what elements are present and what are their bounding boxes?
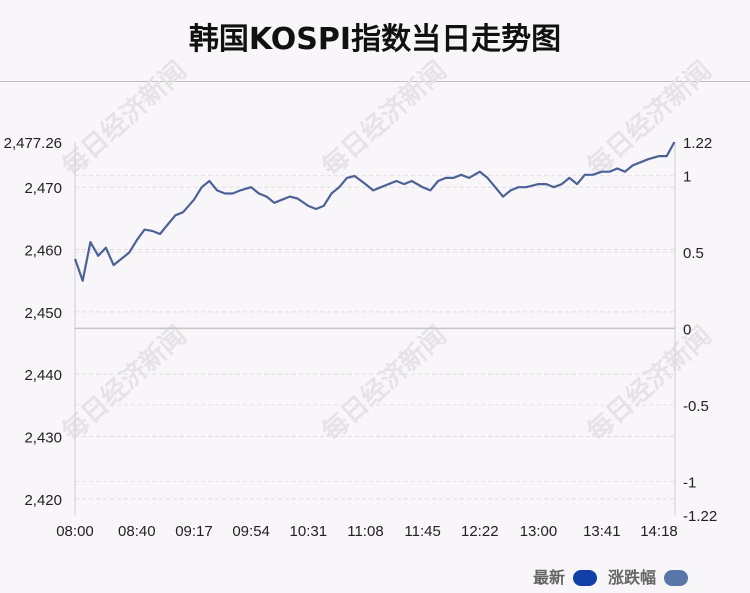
x-tick-label: 08:40 bbox=[118, 523, 156, 540]
y-right-tick-label: 1 bbox=[683, 169, 691, 186]
y-left-tick-label: 2,420 bbox=[24, 492, 62, 509]
x-tick-label: 12:22 bbox=[461, 523, 499, 540]
watermark-text: 每日经济新闻 bbox=[56, 320, 193, 447]
x-tick-label: 11:08 bbox=[347, 523, 383, 540]
title-divider bbox=[0, 81, 750, 82]
legend-label-latest: 最新 bbox=[533, 568, 566, 587]
watermark-text: 每日经济新闻 bbox=[581, 55, 718, 182]
y-left-tick-label: 2,440 bbox=[24, 367, 62, 384]
series-line bbox=[73, 141, 676, 282]
legend-swatch-change bbox=[663, 570, 688, 586]
watermark-text: 每日经济新闻 bbox=[316, 55, 453, 182]
chart-title: 韩国KOSPI指数当日走势图 bbox=[188, 22, 562, 57]
legend-swatch-latest bbox=[572, 570, 597, 586]
legend-item-latest: 最新 bbox=[533, 564, 597, 588]
y-left-tick-label: 2,430 bbox=[24, 429, 62, 446]
y-right-tick-label: 1.22 bbox=[683, 135, 712, 152]
y-right-tick-label: -1 bbox=[683, 474, 696, 491]
y-left-tick-label: 2,470 bbox=[24, 180, 62, 197]
x-tick-label: 09:54 bbox=[232, 523, 270, 540]
watermark-text: 每日经济新闻 bbox=[581, 320, 718, 447]
y-right-tick-label: -0.5 bbox=[683, 398, 709, 415]
x-tick-label: 14:18 bbox=[640, 523, 678, 540]
x-tick-label: 13:00 bbox=[520, 523, 558, 540]
watermark-text: 每日经济新闻 bbox=[316, 320, 453, 447]
legend-item-change: 涨跌幅 bbox=[608, 564, 688, 588]
y-right-tick-label: 0.5 bbox=[683, 245, 704, 262]
y-right-tick-label: -1.22 bbox=[683, 508, 717, 525]
watermark-text: 每日经济新闻 bbox=[56, 55, 193, 182]
y-left-tick-label: 2,460 bbox=[24, 243, 62, 260]
y-left-tick-label: 2,450 bbox=[24, 305, 62, 322]
x-tick-label: 11:45 bbox=[404, 523, 440, 540]
y-left-tick-label: 2,477.26 bbox=[4, 135, 62, 152]
x-tick-label: 09:17 bbox=[175, 523, 213, 540]
y-right-tick-label: 0 bbox=[683, 322, 691, 339]
x-tick-label: 08:00 bbox=[56, 523, 94, 540]
x-tick-label: 10:31 bbox=[290, 523, 328, 540]
x-tick-label: 13:41 bbox=[583, 523, 621, 540]
legend-label-change: 涨跌幅 bbox=[608, 568, 657, 587]
